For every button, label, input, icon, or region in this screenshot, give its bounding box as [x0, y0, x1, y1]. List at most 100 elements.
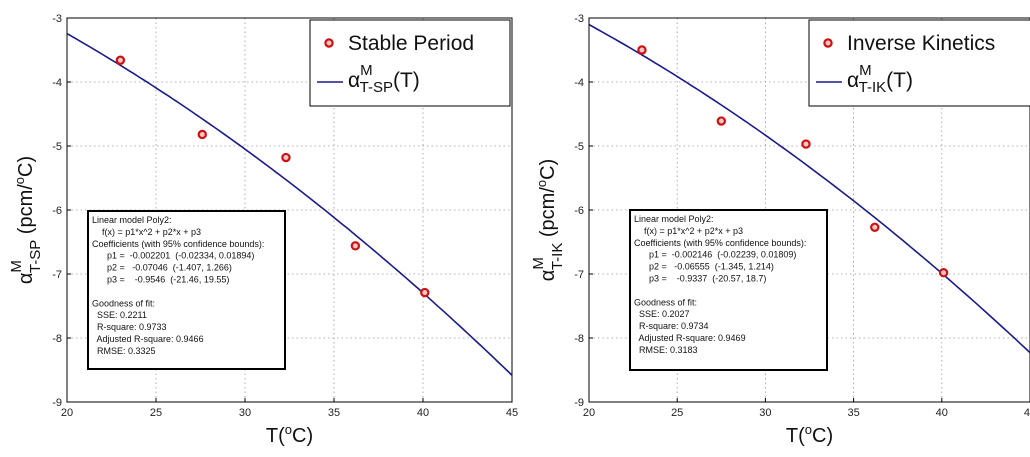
x-axis-label-degree: o [805, 422, 812, 437]
y-tick-label: -5 [52, 141, 62, 153]
legend-box [309, 19, 511, 107]
legend-fit-tail: (T) [393, 69, 420, 92]
fit-summary-line: Goodness of fit: [92, 298, 155, 308]
y-tick-label: -6 [574, 205, 584, 217]
chart-panel-1: 20 25 30 35 40 45-3-4-5-6-7-8-9T(oC)αM T-SP (p… [8, 13, 518, 447]
fit-summary-line: f(x) = p1*x^2 + p2*x + p3 [634, 226, 743, 236]
legend-fit-sup: M [859, 62, 872, 79]
x-tick-label: 25 [671, 407, 683, 419]
fit-summary-box: Linear model Poly2: f(x) = p1*x^2 + p2*x… [629, 209, 828, 371]
x-tick-label: 30 [759, 407, 771, 419]
y-axis-label-sub: T-SP [27, 240, 44, 273]
legend-label-markers: Stable Period [348, 32, 474, 55]
y-axis-label-alpha: α [15, 273, 37, 285]
y-tick-label: -9 [574, 397, 584, 409]
x-tick-label: 20 [61, 407, 73, 419]
x-tick-label: 45 [1024, 407, 1030, 419]
fit-summary-line: p3 = -0.9546 (-21.46, 19.55) [92, 275, 229, 285]
x-axis-label-degree: o [285, 422, 292, 437]
legend-marker [823, 38, 833, 48]
y-axis-label-sup: M [8, 260, 25, 273]
fit-summary-frame [87, 210, 286, 370]
fit-summary-line: p2 = -0.07046 (-1.407, 1.266) [92, 263, 232, 273]
data-point [637, 45, 647, 55]
fit-summary-line: p3 = -0.9337 (-20.57, 18.7) [634, 274, 766, 284]
fit-summary-line: SSE: 0.2211 [92, 310, 147, 320]
y-axis-label-sup: M [530, 257, 547, 270]
y-axis-label: αM T-IK (pcm/oC) [530, 159, 566, 281]
legend-fit-sub: T-SP [360, 79, 393, 96]
data-point [801, 139, 811, 149]
legend-fit-tail: (T) [886, 69, 913, 92]
data-point [281, 152, 291, 163]
x-tick-label: 40 [417, 407, 429, 419]
fit-summary-frame [629, 209, 828, 371]
x-axis-label: T(oC) [786, 422, 833, 447]
data-point [716, 116, 727, 126]
fit-summary-line: Coefficients (with 95% confidence bounds… [634, 238, 806, 248]
x-tick-label: 45 [506, 407, 518, 419]
y-tick-label: -7 [52, 269, 62, 281]
fit-summary-line: p2 = -0.06555 (-1.345, 1.214) [634, 262, 774, 272]
fit-summary-line: Goodness of fit: [634, 297, 697, 307]
data-point [938, 268, 949, 278]
fit-summary-line: SSE: 0.2027 [634, 309, 690, 319]
fit-curve-line [589, 23, 1030, 354]
x-tick-label: 25 [150, 407, 162, 419]
y-tick-label: -9 [52, 397, 62, 409]
y-axis-label-unit: (pcm/ [15, 184, 37, 240]
y-tick-label: -4 [52, 77, 62, 89]
fit-summary-line: Adjusted R-square: 0.9466 [92, 334, 204, 344]
fit-summary-line: p1 = -0.002201 (-0.02334, 0.01894) [92, 251, 254, 261]
legend-fit-sup: M [360, 62, 373, 79]
y-tick-label: -3 [574, 13, 584, 25]
fit-summary-line: f(x) = p1*x^2 + p2*x + p3 [92, 227, 201, 237]
y-axis-label-unit: (pcm/ [537, 187, 559, 243]
y-tick-label: -4 [574, 77, 584, 89]
x-axis-label-t: T( [266, 425, 285, 447]
y-axis-label-sub: T-IK [549, 243, 566, 271]
fit-curve-line [67, 32, 512, 376]
legend-fit-sub: T-IK [859, 79, 887, 96]
fit-summary-line: R-square: 0.9734 [634, 321, 709, 331]
y-axis-label-degree: o [534, 180, 549, 187]
y-axis-label-alpha: α [537, 270, 559, 282]
fit-summary-box: Linear model Poly2: f(x) = p1*x^2 + p2*x… [87, 210, 286, 370]
y-tick-label: -7 [574, 269, 584, 281]
y-axis-label-unit-c: C) [537, 159, 559, 180]
legend-box [808, 19, 1030, 107]
fit-summary-line: Coefficients (with 95% confidence bounds… [92, 239, 264, 249]
legend: Inverse Kinetics αM T-IK(T) [808, 19, 1030, 107]
fit-summary-line: Linear model Poly2: [634, 214, 714, 224]
y-axis-label: αM T-SP (pcm/oC) [8, 156, 44, 284]
x-tick-label: 35 [847, 407, 859, 419]
legend-label-markers: Inverse Kinetics [847, 32, 995, 55]
fit-summary-line: RMSE: 0.3325 [92, 346, 156, 356]
legend-fit-alpha: α [847, 69, 859, 92]
x-tick-label: 40 [936, 407, 948, 419]
y-tick-label: -3 [52, 13, 62, 25]
x-axis-label-c: C) [812, 425, 833, 447]
fit-summary-line: Adjusted R-square: 0.9469 [634, 333, 746, 343]
y-axis-label-unit-c: C) [15, 156, 37, 177]
x-axis-label: T(oC) [266, 422, 313, 447]
fit-summary-line: RMSE: 0.3183 [634, 345, 698, 355]
legend-label-fit: αM T-SP(T) [348, 62, 420, 96]
y-tick-label: -6 [52, 205, 62, 217]
legend: Stable Period αM T-SP(T) [309, 19, 511, 107]
x-axis-label-c: C) [292, 425, 313, 447]
legend-label-fit: αM T-IK(T) [847, 62, 913, 96]
y-tick-label: -5 [574, 141, 584, 153]
data-point [197, 129, 207, 140]
data-point [115, 55, 126, 65]
y-tick-label: -8 [574, 333, 584, 345]
fit-summary-line: Linear model Poly2: [92, 215, 172, 225]
data-point [870, 222, 880, 232]
data-point [350, 241, 361, 251]
legend-fit-alpha: α [348, 69, 360, 92]
x-tick-label: 35 [328, 407, 340, 419]
fit-summary-line: R-square: 0.9733 [92, 322, 167, 332]
y-axis-label-degree: o [12, 177, 27, 184]
